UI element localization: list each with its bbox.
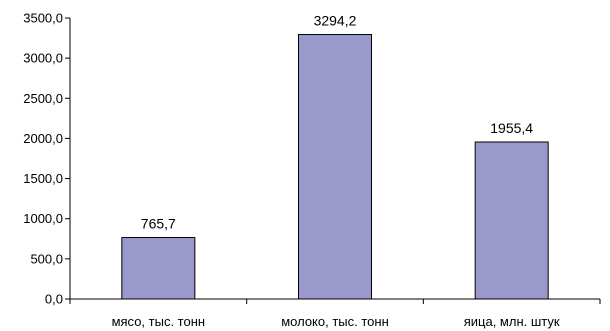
bar: [121, 237, 196, 300]
data-label: 765,7: [141, 216, 176, 232]
y-tick-label: 3000,0: [23, 51, 63, 66]
x-axis-ticks: мясо, тыс. тонн молоко, тыс. тонн яица, мл…: [69, 299, 601, 329]
y-tick-label: 1000,0: [23, 211, 63, 226]
y-tick-label: 500,0: [30, 251, 63, 266]
bars: [121, 34, 549, 300]
data-label: 3294,2: [314, 13, 357, 29]
y-tick-label: 0,0: [45, 292, 63, 307]
y-tick-label: 3500,0: [23, 11, 63, 26]
x-category-label: молоко, тыс. тонн: [281, 314, 389, 329]
x-category-label: мясо, тыс. тонн: [112, 314, 206, 329]
x-category-label: яица, млн. штук: [464, 314, 560, 329]
y-axis-ticks: 0,0 500,0 1000,0 1500,0 2000,0 2500,0 3000,0 35…: [23, 11, 70, 307]
y-tick-label: 2500,0: [23, 91, 63, 106]
y-tick-label: 1500,0: [23, 171, 63, 186]
bar: [474, 141, 549, 300]
y-tick-label: 2000,0: [23, 131, 63, 146]
data-labels: 765,7 3294,2 1955,4: [141, 13, 533, 232]
data-label: 1955,4: [490, 120, 533, 136]
bar: [298, 34, 372, 300]
